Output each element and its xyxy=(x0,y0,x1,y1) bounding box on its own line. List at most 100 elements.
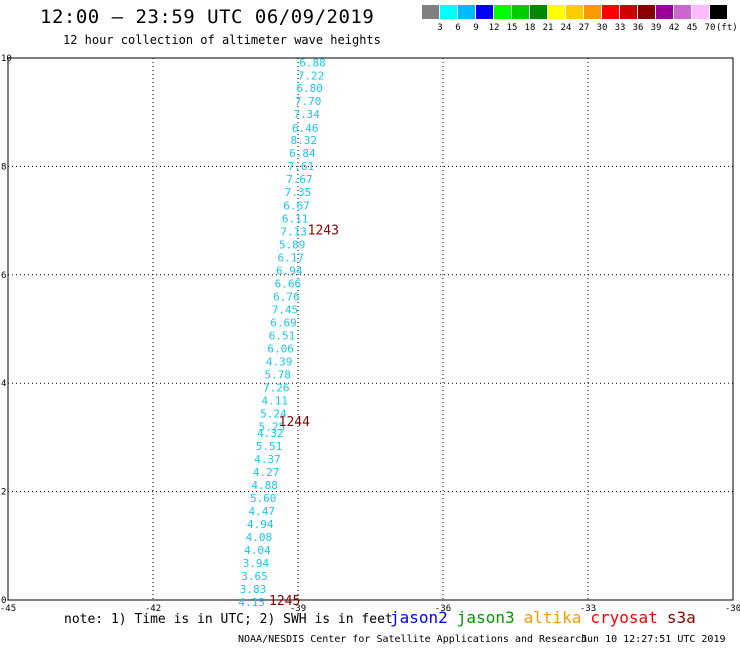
wave-height-point: 7.67 xyxy=(286,173,313,186)
color-scale-label: 9 xyxy=(473,23,479,33)
wave-height-point: 6.80 xyxy=(296,82,323,95)
wave-height-point: 3.94 xyxy=(243,557,270,570)
x-tick-label: -39 xyxy=(290,604,306,612)
wave-height-point: 6.17 xyxy=(278,251,305,264)
color-swatch xyxy=(656,5,673,19)
satellite-jason3: jason3 xyxy=(456,608,515,627)
color-scale-unit: (ft) xyxy=(716,23,738,33)
x-tick-label: -33 xyxy=(580,604,596,612)
color-swatch xyxy=(512,5,529,19)
color-swatch xyxy=(494,5,511,19)
wave-height-point: 4.37 xyxy=(254,453,281,466)
color-scale-label: 70 xyxy=(704,23,716,33)
color-scale-label: 21 xyxy=(542,23,554,33)
wave-height-point: 4.47 xyxy=(249,505,276,518)
wave-height-point: 8.32 xyxy=(291,134,318,147)
satellite-legend: jason2 jason3 altika cryosat s3a xyxy=(390,608,705,627)
color-scale-label: 45 xyxy=(686,23,698,33)
wave-height-point: 6.06 xyxy=(267,342,294,355)
wave-height-point: 7.34 xyxy=(293,108,320,121)
wave-height-point: 4.08 xyxy=(246,531,273,544)
pass-id-label: 1243 xyxy=(308,223,339,238)
wave-height-point: 6.88 xyxy=(299,57,326,70)
wave-height-point: 5.78 xyxy=(264,368,291,381)
color-scale-label: 3 xyxy=(437,23,443,33)
color-swatch xyxy=(548,5,565,19)
x-tick-label: -30 xyxy=(725,604,740,612)
color-swatch xyxy=(602,5,619,19)
pass-id-label: 1245 xyxy=(269,594,300,609)
wave-height-point: 4.15 xyxy=(238,596,265,609)
x-tick-label: -42 xyxy=(145,604,161,612)
pass-id-label: 1244 xyxy=(279,415,310,430)
x-tick-label: -36 xyxy=(435,604,451,612)
wave-height-point: 6.67 xyxy=(283,199,310,212)
color-scale-label: 15 xyxy=(506,23,518,33)
wave-height-point: 6.76 xyxy=(273,290,300,303)
wave-height-point: 6.84 xyxy=(289,147,316,160)
satellite-jason2: jason2 xyxy=(390,608,448,627)
color-swatch xyxy=(710,5,727,19)
color-swatch xyxy=(584,5,601,19)
color-scale-label: 6 xyxy=(455,23,461,33)
color-scale-label: 39 xyxy=(650,23,662,33)
color-swatch xyxy=(692,5,709,19)
y-tick-label: 2 xyxy=(1,488,6,498)
wave-height-point: 7.13 xyxy=(280,225,307,238)
wave-height-point: 5.60 xyxy=(250,492,277,505)
wave-height-point: 4.39 xyxy=(266,355,293,368)
wave-height-point: 4.88 xyxy=(251,479,278,492)
color-swatch xyxy=(458,5,475,19)
chart-subtitle: 12 hour collection of altimeter wave hei… xyxy=(63,33,381,47)
wave-height-point: 6.11 xyxy=(282,212,309,225)
y-tick-label: 0 xyxy=(1,596,6,606)
color-swatch xyxy=(566,5,583,19)
wave-height-point: 3.65 xyxy=(241,570,268,583)
color-swatch xyxy=(620,5,637,19)
wave-height-point: 4.04 xyxy=(244,544,271,557)
color-scale-label: 42 xyxy=(668,23,680,33)
color-scale-label: 33 xyxy=(614,23,626,33)
y-tick-label: 10 xyxy=(1,54,12,64)
wave-height-point: 6.51 xyxy=(269,329,296,342)
wave-height-point: 7.45 xyxy=(272,303,299,316)
wave-height-point: 6.94 xyxy=(276,264,303,277)
wave-height-point: 5.89 xyxy=(279,238,306,251)
y-tick-label: 8 xyxy=(1,162,6,172)
color-scale-label: 27 xyxy=(578,23,590,33)
note-text: note: 1) Time is in UTC; 2) SWH is in fe… xyxy=(64,612,393,627)
plot-frame xyxy=(7,57,734,601)
wave-height-point: 5.51 xyxy=(256,440,283,453)
color-swatch xyxy=(674,5,691,19)
color-scale-label: 30 xyxy=(596,23,608,33)
wave-height-point: 4.94 xyxy=(247,518,274,531)
satellite-s3a: s3a xyxy=(666,608,696,627)
color-scale-label: 24 xyxy=(560,23,572,33)
wave-height-point: 7.35 xyxy=(285,186,312,199)
wave-height-point: 7.61 xyxy=(288,160,315,173)
wave-height-point: 5.24 xyxy=(260,407,287,420)
wave-height-point: 6.66 xyxy=(275,277,302,290)
wave-height-point: 3.83 xyxy=(240,583,267,596)
y-tick-label: 4 xyxy=(1,379,6,389)
wave-height-point: 7.22 xyxy=(298,70,325,83)
color-scale-label: 18 xyxy=(524,23,536,33)
color-swatch xyxy=(638,5,655,19)
wave-height-point: 7.26 xyxy=(263,381,290,394)
color-swatch xyxy=(440,5,457,19)
wave-height-plot: -45 -42 -39 -36 -33 -30 0 2 4 6 8 10 6.887.226.807.7… xyxy=(0,54,740,612)
chart-title: 12:00 — 23:59 UTC 06/09/2019 xyxy=(40,6,375,28)
x-tick-label: -45 xyxy=(0,604,16,612)
wave-height-point: 6.46 xyxy=(292,122,319,135)
y-tick-label: 6 xyxy=(1,271,6,281)
wave-height-point: 4.11 xyxy=(262,394,289,407)
wave-height-point: 7.70 xyxy=(295,95,322,108)
color-scale-label: 12 xyxy=(488,23,500,33)
credit-text: NOAA/NESDIS Center for Satellite Applica… xyxy=(238,634,588,645)
color-swatch xyxy=(476,5,493,19)
wave-height-point: 6.69 xyxy=(270,316,297,329)
satellite-altika: altika xyxy=(523,608,582,627)
timestamp: Jun 10 12:27:51 UTC 2019 xyxy=(581,634,726,645)
color-scale-label: 36 xyxy=(632,23,644,33)
wave-height-point: 4.27 xyxy=(253,466,280,479)
